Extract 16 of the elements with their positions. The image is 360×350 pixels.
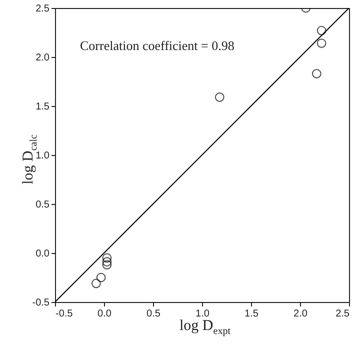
x-tick-label: 1.5 — [244, 308, 259, 320]
x-tick-label: -0.5 — [56, 308, 74, 320]
x-tick-label: 1.0 — [196, 308, 210, 320]
x-axis-title: log D$_{expt}$ — [178, 318, 232, 337]
annotation: Correlation coefficient = 0.98 — [80, 38, 234, 53]
x-tick-label: 0.0 — [98, 308, 112, 320]
x-tick-label: 2.5 — [336, 308, 350, 320]
x-tick-label: 0.5 — [146, 308, 161, 320]
y-tick-label: 2.0 — [36, 52, 50, 64]
y-tick-label: 0.5 — [36, 200, 50, 210]
y-tick-label: 1.5 — [36, 102, 50, 112]
x-tick-label: 2.0 — [294, 308, 308, 320]
y-tick-label: 0.0 — [36, 248, 50, 260]
y-tick-label: 2.5 — [36, 4, 50, 14]
y-tick-label: -0.5 — [32, 298, 50, 308]
y-tick-label: 1.0 — [36, 150, 50, 162]
